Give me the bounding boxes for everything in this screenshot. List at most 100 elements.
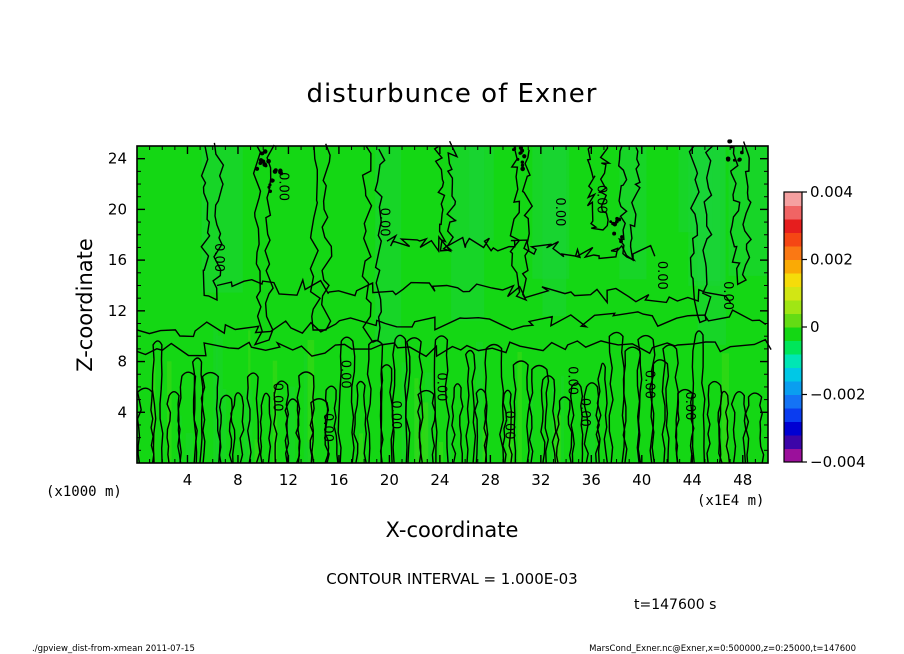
y-tick-label: 12 bbox=[108, 302, 127, 320]
contour-label: 0.00 bbox=[337, 360, 352, 389]
contour-speckle bbox=[520, 163, 525, 168]
contour-line bbox=[433, 140, 459, 252]
contour-speckle bbox=[725, 156, 731, 162]
contour-line bbox=[730, 391, 747, 464]
contour-line bbox=[353, 380, 368, 464]
contour-line bbox=[596, 362, 608, 464]
contour-speckle bbox=[520, 160, 525, 164]
contour-label: 0.00 bbox=[502, 411, 517, 440]
contour-speckle bbox=[732, 158, 736, 162]
contour-speckle bbox=[522, 154, 527, 159]
contour-line bbox=[361, 145, 386, 343]
x-tick-label: 48 bbox=[733, 471, 752, 489]
contour-line bbox=[433, 335, 450, 464]
field-streak bbox=[739, 390, 744, 463]
y-tick-label: 8 bbox=[117, 353, 127, 371]
y-tick-label: 24 bbox=[108, 150, 127, 168]
colorbar-tick-label: −0.002 bbox=[810, 386, 866, 404]
y-tick-label: 16 bbox=[108, 251, 127, 269]
contour-label: 0.00 bbox=[388, 400, 403, 429]
colorbar-segment bbox=[784, 381, 802, 395]
contour-line bbox=[324, 385, 339, 464]
field-streak bbox=[358, 433, 364, 463]
field-streak bbox=[551, 383, 555, 463]
y-axis-label: Z-coordinate bbox=[73, 238, 97, 372]
contour-line bbox=[528, 364, 550, 464]
contour-speckle bbox=[519, 151, 523, 155]
field-streak bbox=[414, 378, 419, 463]
y-tick-label: 20 bbox=[108, 200, 127, 218]
field-band bbox=[375, 146, 402, 345]
contour-line bbox=[218, 394, 233, 464]
contour-label: 0.00 bbox=[594, 185, 609, 214]
contour-line bbox=[555, 396, 573, 464]
field-streak bbox=[243, 433, 246, 463]
contour-speckle bbox=[279, 171, 284, 176]
contour-speckle bbox=[520, 166, 525, 172]
contour-line bbox=[252, 144, 275, 346]
colorbar-segment bbox=[784, 259, 802, 274]
x-tick-label: 28 bbox=[481, 471, 500, 489]
colorbar-segment bbox=[784, 246, 802, 260]
contour-speckle bbox=[619, 239, 623, 244]
contour-label: 0.00 bbox=[269, 383, 284, 412]
field-streak bbox=[303, 353, 308, 463]
contour-speckle bbox=[255, 166, 260, 171]
contour-labels: 0.00 0.00 0.00 0.00 0.00 0.00 0.00 0.00 0.00 0.00… bbox=[211, 172, 735, 442]
contour-line bbox=[617, 145, 641, 262]
contour-line bbox=[309, 143, 333, 331]
contour-line bbox=[464, 349, 477, 464]
colorbar-segment bbox=[784, 205, 802, 220]
colorbar-segment bbox=[784, 394, 802, 409]
contour-line bbox=[744, 392, 765, 464]
field-streak bbox=[213, 328, 218, 463]
contour-line bbox=[246, 372, 261, 464]
contour-line bbox=[191, 357, 204, 464]
field-streak bbox=[152, 358, 156, 463]
time-label: t=147600 s bbox=[634, 597, 716, 613]
field-band bbox=[451, 146, 485, 321]
x-tick-label: 32 bbox=[531, 471, 550, 489]
contour-line bbox=[136, 338, 772, 358]
chart-title: disturbunce of Exner bbox=[307, 79, 598, 109]
colorbar-tick-label: −0.004 bbox=[810, 453, 866, 471]
colorbar-segment bbox=[784, 340, 802, 355]
contour-speckle bbox=[512, 148, 515, 152]
footer-left: ./gpview_dist-from-xmean 2011-07-15 bbox=[32, 644, 195, 654]
contour-line bbox=[284, 398, 301, 464]
x-tick-label: 44 bbox=[683, 471, 702, 489]
colorbar-segment bbox=[784, 421, 802, 436]
contour-line bbox=[259, 392, 272, 464]
colorbar-segment bbox=[784, 313, 802, 328]
contour-line bbox=[636, 334, 656, 464]
contour-label: 0.00 bbox=[565, 366, 580, 395]
x-tick-label: 16 bbox=[329, 471, 348, 489]
contour-label: 0.00 bbox=[720, 281, 735, 310]
contour-line bbox=[337, 336, 356, 464]
field-streak bbox=[438, 441, 444, 463]
field-streak bbox=[401, 362, 407, 463]
contour-speckle bbox=[737, 158, 741, 162]
field-streak bbox=[517, 351, 522, 463]
field-streak bbox=[475, 341, 483, 463]
field-streak bbox=[305, 442, 314, 463]
x-tick-label: 12 bbox=[279, 471, 298, 489]
contour-label: 0.00 bbox=[211, 243, 226, 272]
contour-line bbox=[717, 390, 731, 464]
contour-speckle bbox=[262, 149, 268, 154]
contour-speckle bbox=[272, 169, 278, 174]
contour-line bbox=[391, 334, 408, 464]
contour-label: 0.00 bbox=[682, 391, 697, 420]
contour-speckle bbox=[267, 185, 271, 189]
contour-speckle bbox=[268, 189, 273, 194]
contour-label: 0.00 bbox=[642, 370, 657, 399]
colorbar-segment bbox=[784, 367, 802, 382]
contour-line bbox=[512, 360, 531, 464]
contour-line bbox=[540, 375, 557, 464]
colorbar-segment bbox=[784, 286, 802, 301]
field-streak bbox=[215, 335, 223, 463]
contour-line bbox=[474, 388, 488, 464]
contour-line bbox=[649, 359, 670, 464]
contour-line bbox=[586, 145, 612, 231]
